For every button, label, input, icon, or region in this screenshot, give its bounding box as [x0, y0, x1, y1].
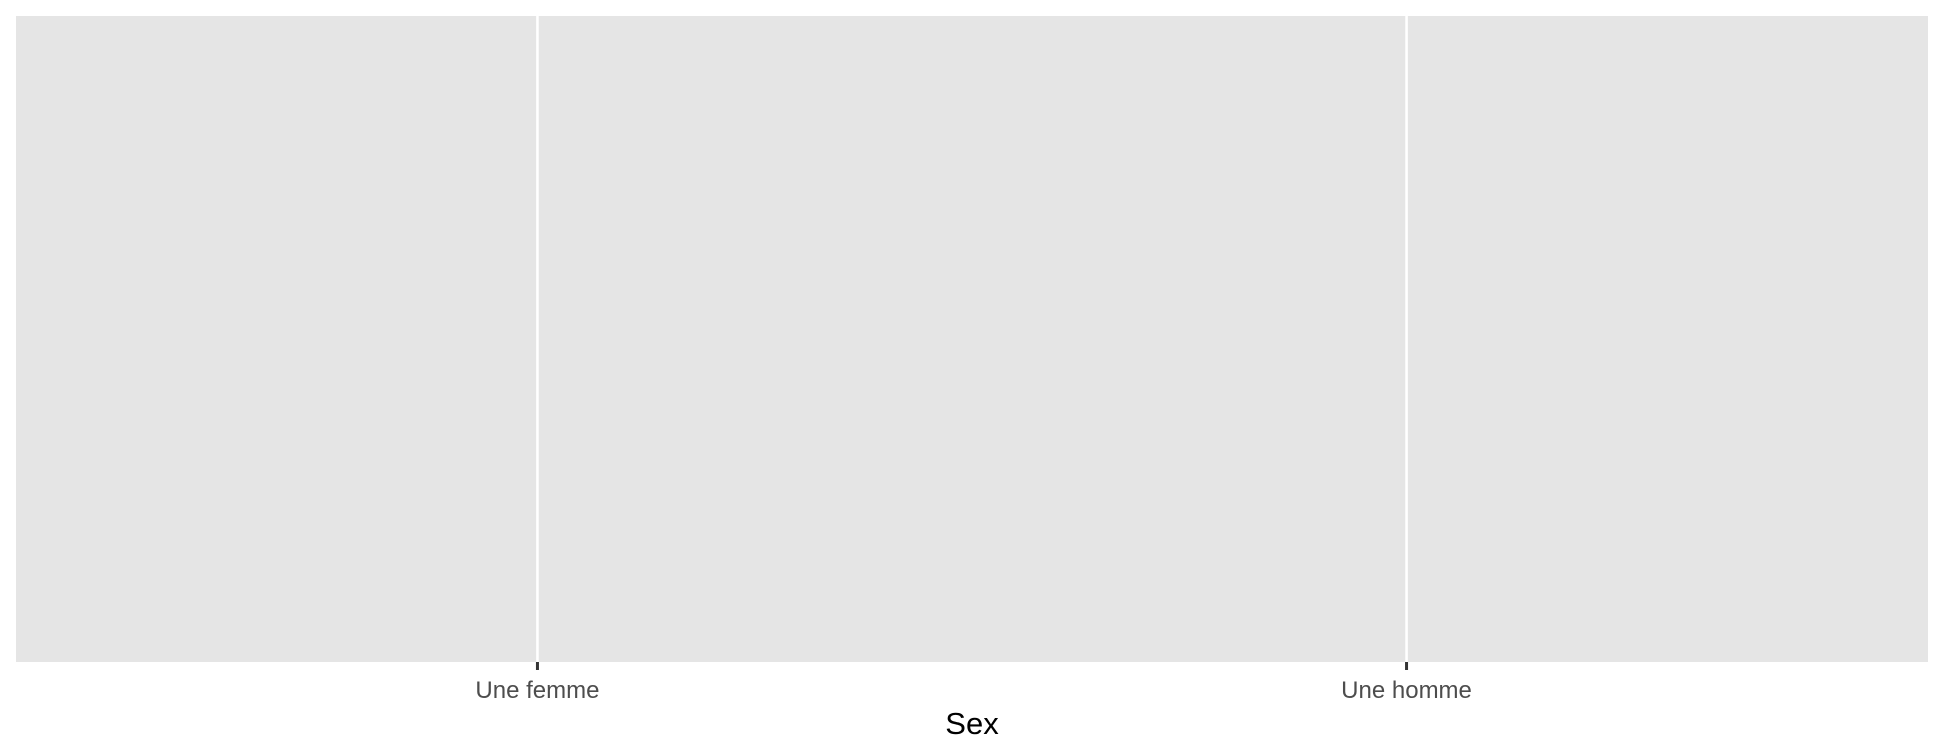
x-axis-title: Sex — [945, 706, 999, 741]
x-axis-tick-label: Une femme — [475, 677, 599, 704]
plot-panel — [16, 16, 1928, 662]
x-axis-tick-labels: Une femme Une homme — [475, 677, 1471, 704]
x-gridlines — [536, 16, 1408, 662]
x-axis-tick-label: Une homme — [1341, 677, 1472, 704]
x-axis-ticks — [535, 662, 1409, 670]
